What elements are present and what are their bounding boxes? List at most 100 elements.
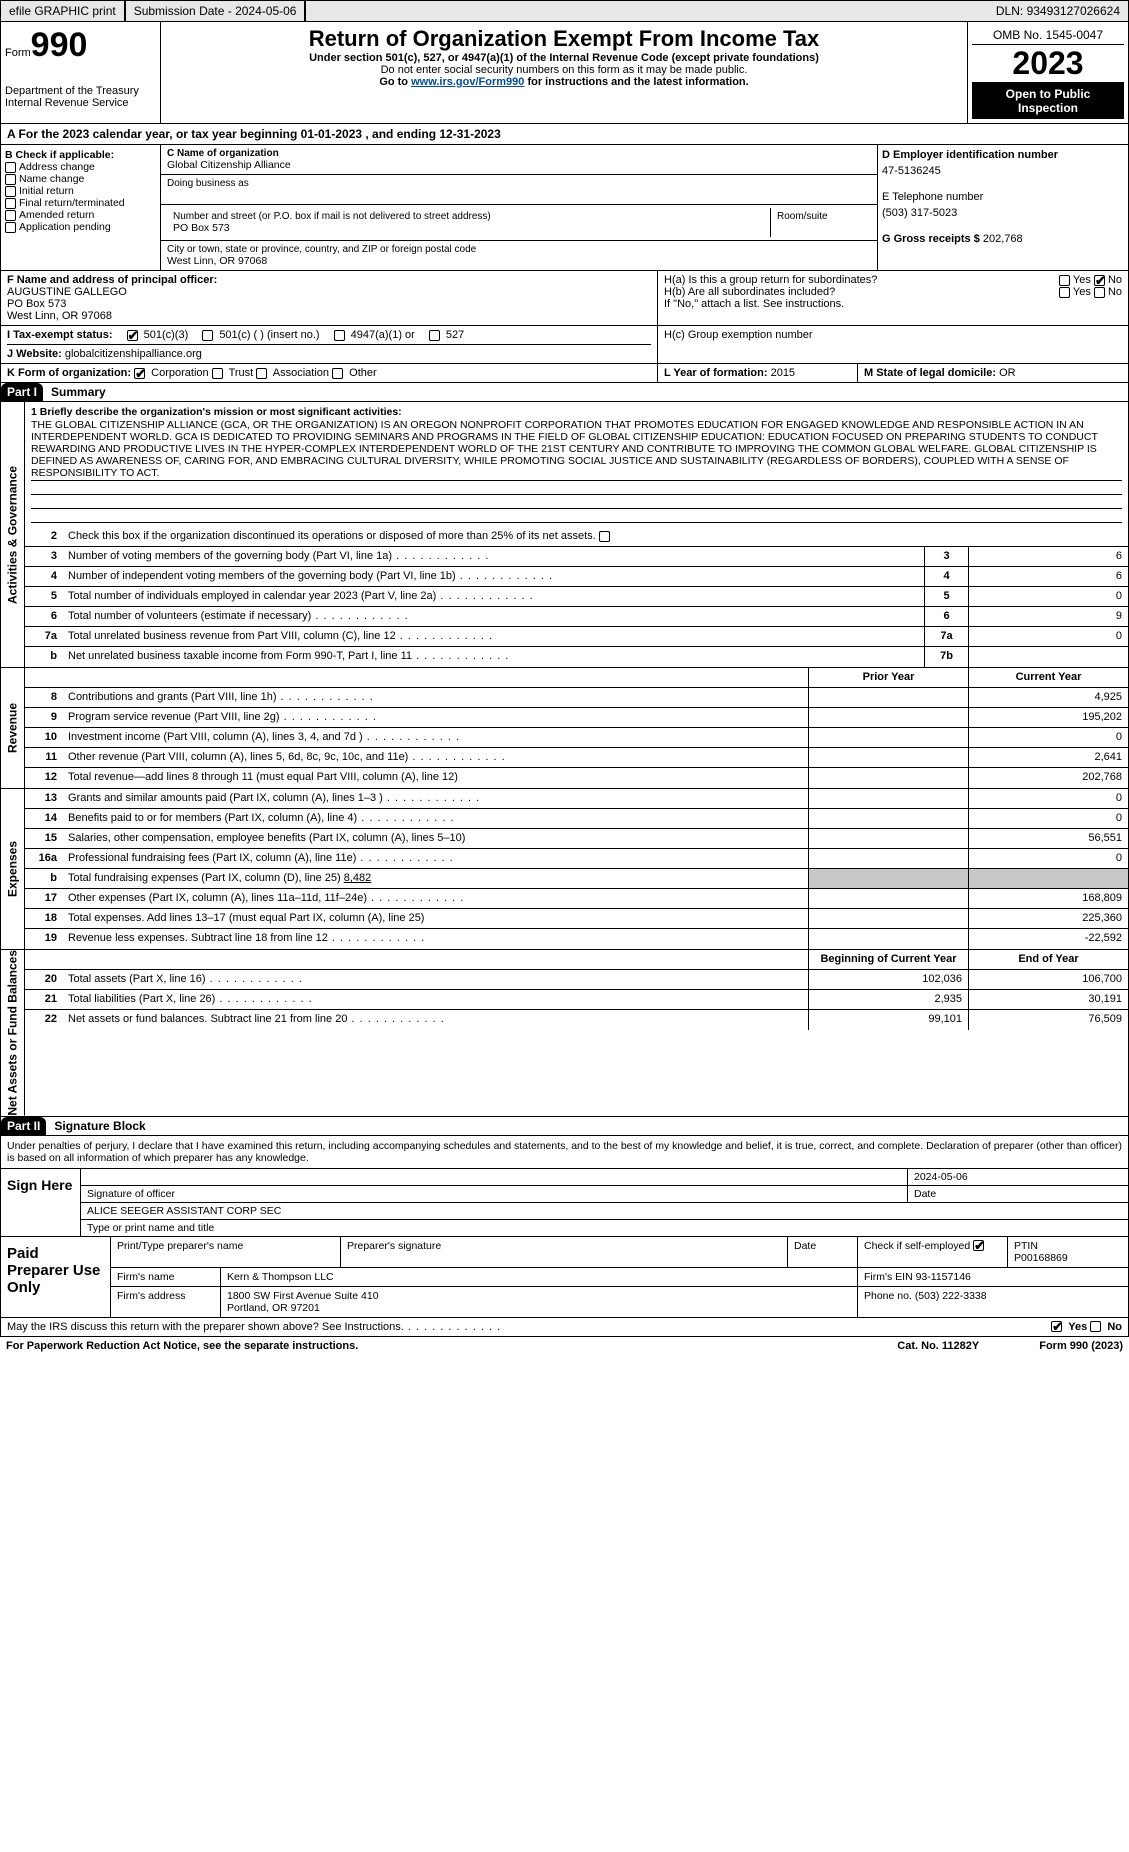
part1-header: Part I Summary — [0, 383, 1129, 402]
check-self-employed[interactable] — [973, 1240, 984, 1251]
k-label: K Form of organization: — [7, 367, 131, 379]
ssn-note: Do not enter social security numbers on … — [165, 64, 963, 76]
cv15: 56,551 — [968, 829, 1128, 848]
check-4947[interactable] — [334, 330, 345, 341]
cv17: 168,809 — [968, 889, 1128, 908]
sig-officer-label: Signature of officer — [81, 1186, 908, 1202]
top-bar: efile GRAPHIC print Submission Date - 20… — [0, 0, 1129, 22]
dept-treasury: Department of the Treasury — [5, 85, 156, 97]
cv8: 4,925 — [968, 688, 1128, 707]
check-address-change[interactable] — [5, 162, 16, 173]
pv20: 102,036 — [808, 970, 968, 989]
v3: 6 — [968, 547, 1128, 566]
cv19: -22,592 — [968, 929, 1128, 949]
footer: For Paperwork Reduction Act Notice, see … — [0, 1337, 1129, 1355]
check-application-pending[interactable] — [5, 222, 16, 233]
form-ref: Form 990 (2023) — [1039, 1340, 1123, 1352]
hb-label: H(b) Are all subordinates included? — [664, 286, 835, 298]
cv18: 225,360 — [968, 909, 1128, 928]
cv16a: 0 — [968, 849, 1128, 868]
org-name: Global Citizenship Alliance — [167, 159, 871, 171]
name-title-label: Type or print name and title — [81, 1220, 1128, 1236]
pv22: 99,101 — [808, 1010, 968, 1030]
revenue-section: Revenue Prior YearCurrent Year 8Contribu… — [0, 668, 1129, 789]
m-label: M State of legal domicile: — [864, 367, 996, 379]
officer-row: F Name and address of principal officer:… — [0, 271, 1129, 326]
cv10: 0 — [968, 728, 1128, 747]
website: globalcitizenshipalliance.org — [65, 348, 202, 360]
paid-preparer: Paid Preparer Use Only Print/Type prepar… — [0, 1237, 1129, 1318]
phone: (503) 317-5023 — [882, 203, 1124, 233]
check-trust[interactable] — [212, 368, 223, 379]
check-501c[interactable] — [202, 330, 213, 341]
c-name-label: C Name of organization — [167, 148, 871, 159]
dln: DLN: 93493127026624 — [988, 1, 1128, 21]
check-assoc[interactable] — [256, 368, 267, 379]
state-domicile: OR — [999, 367, 1016, 379]
b-label: B Check if applicable: — [5, 149, 156, 161]
street-label: Number and street (or P.O. box if mail i… — [173, 211, 764, 222]
v7a: 0 — [968, 627, 1128, 646]
activities-governance: Activities & Governance 1 Briefly descri… — [0, 402, 1129, 668]
i-label: I Tax-exempt status: — [7, 329, 113, 341]
form990-link[interactable]: www.irs.gov/Form990 — [411, 76, 524, 88]
firm-addr2: Portland, OR 97201 — [227, 1302, 851, 1314]
net-assets-section: Net Assets or Fund Balances Beginning of… — [0, 950, 1129, 1117]
officer-addr2: West Linn, OR 97068 — [7, 310, 651, 322]
ha-no[interactable] — [1094, 275, 1105, 286]
hc-label: H(c) Group exemption number — [664, 329, 1122, 341]
public-inspection: Open to Public Inspection — [972, 83, 1124, 119]
hb-yes[interactable] — [1059, 287, 1070, 298]
f-label: F Name and address of principal officer: — [7, 274, 651, 286]
e-label: E Telephone number — [882, 191, 1124, 203]
form-header: Form990 Department of the Treasury Inter… — [0, 22, 1129, 124]
check-amended-return[interactable] — [5, 210, 16, 221]
dept-irs: Internal Revenue Service — [5, 97, 156, 109]
form-org-row: K Form of organization: Corporation Trus… — [0, 364, 1129, 383]
cv9: 195,202 — [968, 708, 1128, 727]
city: West Linn, OR 97068 — [167, 255, 871, 267]
firm-phone: (503) 222-3338 — [915, 1290, 987, 1302]
discuss-row: May the IRS discuss this return with the… — [0, 1318, 1129, 1337]
cv12: 202,768 — [968, 768, 1128, 788]
check-501c3[interactable] — [127, 330, 138, 341]
ha-label: H(a) Is this a group return for subordin… — [664, 274, 877, 286]
city-label: City or town, state or province, country… — [167, 244, 871, 255]
check-527[interactable] — [429, 330, 440, 341]
mission-text: THE GLOBAL CITIZENSHIP ALLIANCE (GCA, OR… — [31, 418, 1122, 481]
check-other[interactable] — [332, 368, 343, 379]
cv11: 2,641 — [968, 748, 1128, 767]
year-formation: 2015 — [771, 367, 795, 379]
j-label: J Website: — [7, 348, 62, 360]
vtab-ag: Activities & Governance — [1, 402, 25, 667]
ein: 47-5136245 — [882, 161, 1124, 191]
pv21: 2,935 — [808, 990, 968, 1009]
check-initial-return[interactable] — [5, 186, 16, 197]
ptin: P00168869 — [1014, 1252, 1122, 1264]
firm-ein: 93-1157146 — [916, 1271, 971, 1283]
firm-addr1: 1800 SW First Avenue Suite 410 — [227, 1290, 851, 1302]
ha-yes[interactable] — [1059, 275, 1070, 286]
room-label: Room/suite — [777, 211, 865, 222]
expenses-section: Expenses 13Grants and similar amounts pa… — [0, 789, 1129, 950]
discuss-yes[interactable] — [1051, 1321, 1062, 1332]
firm-name: Kern & Thompson LLC — [221, 1268, 858, 1286]
d-label: D Employer identification number — [882, 149, 1124, 161]
check-name-change[interactable] — [5, 174, 16, 185]
cat-no: Cat. No. 11282Y — [897, 1340, 979, 1352]
cv20: 106,700 — [968, 970, 1128, 989]
status-website-row: I Tax-exempt status: 501(c)(3) 501(c) ( … — [0, 326, 1129, 364]
check-final-return[interactable] — [5, 198, 16, 209]
hb-no[interactable] — [1094, 287, 1105, 298]
efile-label: efile GRAPHIC print — [1, 1, 126, 21]
check-discontinued[interactable] — [599, 531, 610, 542]
officer-addr1: PO Box 573 — [7, 298, 651, 310]
discuss-no[interactable] — [1090, 1321, 1101, 1332]
v5: 0 — [968, 587, 1128, 606]
check-corp[interactable] — [134, 368, 145, 379]
vtab-rev: Revenue — [1, 668, 25, 788]
submission-date: Submission Date - 2024-05-06 — [126, 1, 307, 21]
form-title: Return of Organization Exempt From Incom… — [165, 26, 963, 52]
vtab-na: Net Assets or Fund Balances — [1, 950, 25, 1116]
pra-notice: For Paperwork Reduction Act Notice, see … — [6, 1340, 358, 1352]
